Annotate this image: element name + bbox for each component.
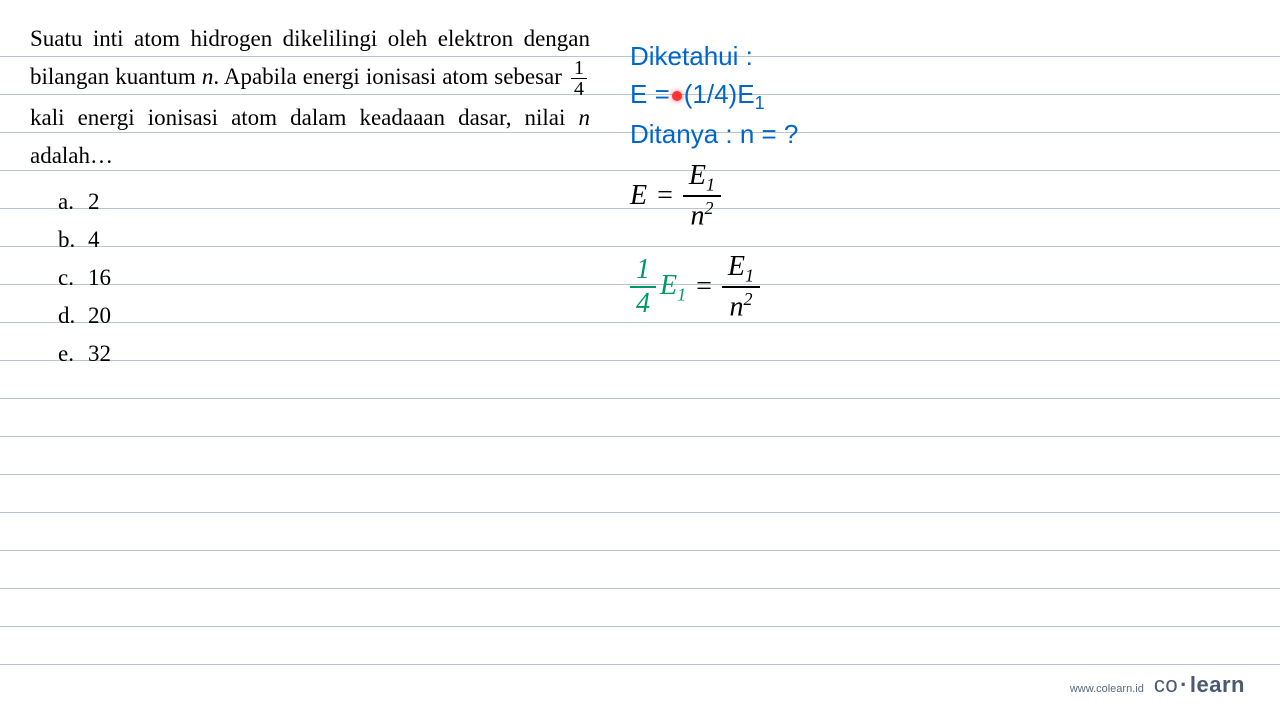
known-eq-right: (1/4)E [684, 79, 755, 109]
main-content: Suatu inti atom hidrogen dikelilingi ole… [0, 0, 1280, 393]
formula-2: 1 4 E1 = E1 n2 [630, 251, 1210, 324]
solution-column: Diketahui : E =(1/4)E1 Ditanya : n = ? E… [590, 20, 1210, 373]
option-value: 32 [88, 335, 111, 373]
brand-dot-icon: · [1180, 672, 1188, 697]
f1-lhs: E [630, 174, 647, 219]
option-value: 20 [88, 297, 111, 335]
q-line4b: adalah… [30, 143, 113, 168]
f1-den: n2 [683, 197, 721, 232]
q-line4a: keadaaan dasar, nilai [359, 105, 578, 130]
question-text: Suatu inti atom hidrogen dikelilingi ole… [30, 20, 590, 175]
option-label: a. [58, 183, 88, 221]
cursor-dot-icon [672, 91, 682, 101]
f1-frac: E1 n2 [683, 160, 721, 233]
q-line3b: kali energi ionisasi atom dalam [30, 105, 346, 130]
known-eq-sub: 1 [755, 93, 765, 113]
option-value: 4 [88, 221, 100, 259]
frac-den: 4 [571, 79, 587, 99]
footer-url: www.colearn.id [1070, 683, 1144, 695]
option-row: a.2 [58, 183, 590, 221]
option-label: b. [58, 221, 88, 259]
f2-right-frac: E1 n2 [722, 251, 760, 324]
q-line2b: . Apabila energi ionisasi [213, 64, 436, 89]
known-eq-left: E = [630, 79, 670, 109]
option-row: c.16 [58, 259, 590, 297]
brand-learn: learn [1190, 672, 1245, 697]
option-row: b.4 [58, 221, 590, 259]
option-row: d.20 [58, 297, 590, 335]
option-value: 2 [88, 183, 100, 221]
q-var-n2: n [579, 105, 591, 130]
brand-co: co [1154, 672, 1178, 697]
f2-left-den: 4 [630, 288, 656, 320]
f2-left-var: E1 [660, 264, 686, 309]
asked-label: Ditanya : n = ? [630, 116, 1210, 154]
option-value: 16 [88, 259, 111, 297]
f2-right-num: E1 [722, 251, 760, 289]
footer: www.colearn.id co·learn [1070, 672, 1245, 698]
q-line3a: atom sebesar [442, 64, 568, 89]
option-label: d. [58, 297, 88, 335]
option-label: c. [58, 259, 88, 297]
f2-left-num: 1 [630, 254, 656, 288]
known-section: Diketahui : E = (1/4)E1 Ditanya : n = ? [630, 38, 1210, 154]
question-column: Suatu inti atom hidrogen dikelilingi ole… [30, 20, 590, 373]
options-list: a.2b.4c.16d.20e.32 [30, 183, 590, 373]
f1-eq: = [657, 174, 673, 219]
f2-left-frac: 1 4 [630, 254, 656, 320]
frac-num: 1 [571, 58, 587, 79]
q-fraction: 14 [571, 58, 587, 99]
f2-eq: = [696, 265, 712, 310]
known-equation: E = (1/4)E1 [630, 76, 1210, 116]
footer-logo: co·learn [1154, 672, 1245, 698]
q-line1: Suatu inti atom hidrogen dikelilingi ole… [30, 26, 513, 51]
f2-right-den: n2 [722, 288, 760, 323]
f1-num: E1 [683, 160, 721, 198]
option-label: e. [58, 335, 88, 373]
q-var-n1: n [202, 64, 214, 89]
option-row: e.32 [58, 335, 590, 373]
formula-1: E = E1 n2 [630, 160, 1210, 233]
known-label: Diketahui : [630, 38, 1210, 76]
